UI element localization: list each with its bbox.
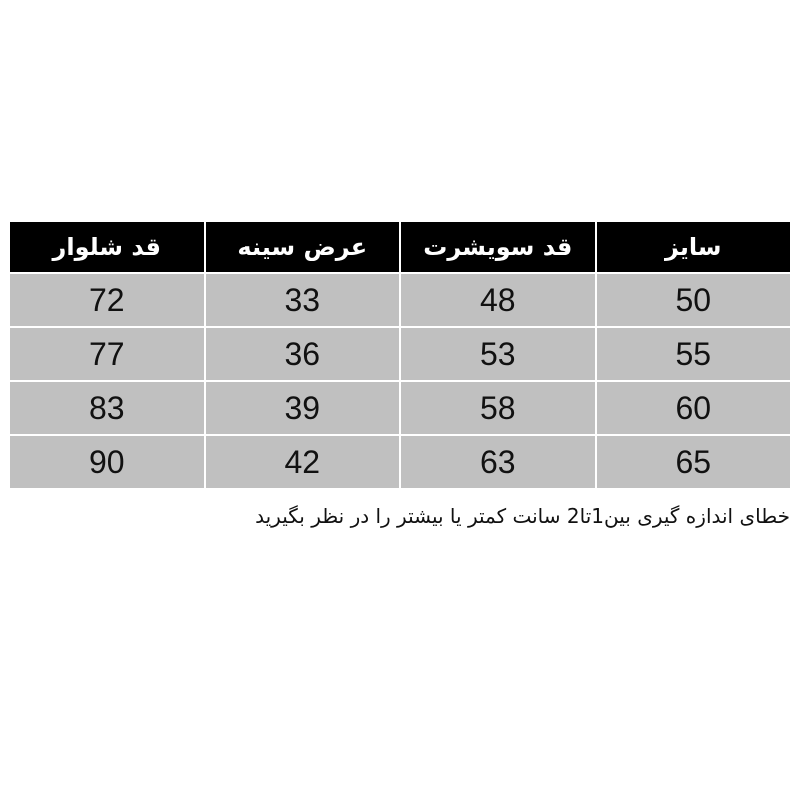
table-cell: 90 [10, 436, 204, 488]
table-cell: 36 [205, 328, 399, 380]
table-cell: 39 [205, 382, 399, 434]
header-size: سایز [596, 222, 790, 272]
table-cell: 58 [401, 382, 595, 434]
table-cell: 53 [401, 328, 595, 380]
table-cell: 72 [10, 274, 204, 326]
header-pants-length: قد شلوار [10, 222, 204, 272]
table-cell: 83 [10, 382, 204, 434]
table-cell: 60 [596, 382, 790, 434]
table-cell: 77 [10, 328, 204, 380]
header-sweatshirt-length: قد سویشرت [401, 222, 595, 272]
table-cell: 48 [401, 274, 595, 326]
table-cell: 33 [205, 274, 399, 326]
table-cell: 42 [205, 436, 399, 488]
table-cell: 55 [596, 328, 790, 380]
size-chart-table: سایز قد سویشرت عرض سینه قد شلوار 50 48 3… [10, 222, 790, 488]
header-chest-width: عرض سینه [205, 222, 399, 272]
measurement-error-note: خطای اندازه گیری بین1تا2 سانت کمتر یا بی… [255, 504, 790, 528]
table-cell: 65 [596, 436, 790, 488]
table-cell: 50 [596, 274, 790, 326]
table-cell: 63 [401, 436, 595, 488]
